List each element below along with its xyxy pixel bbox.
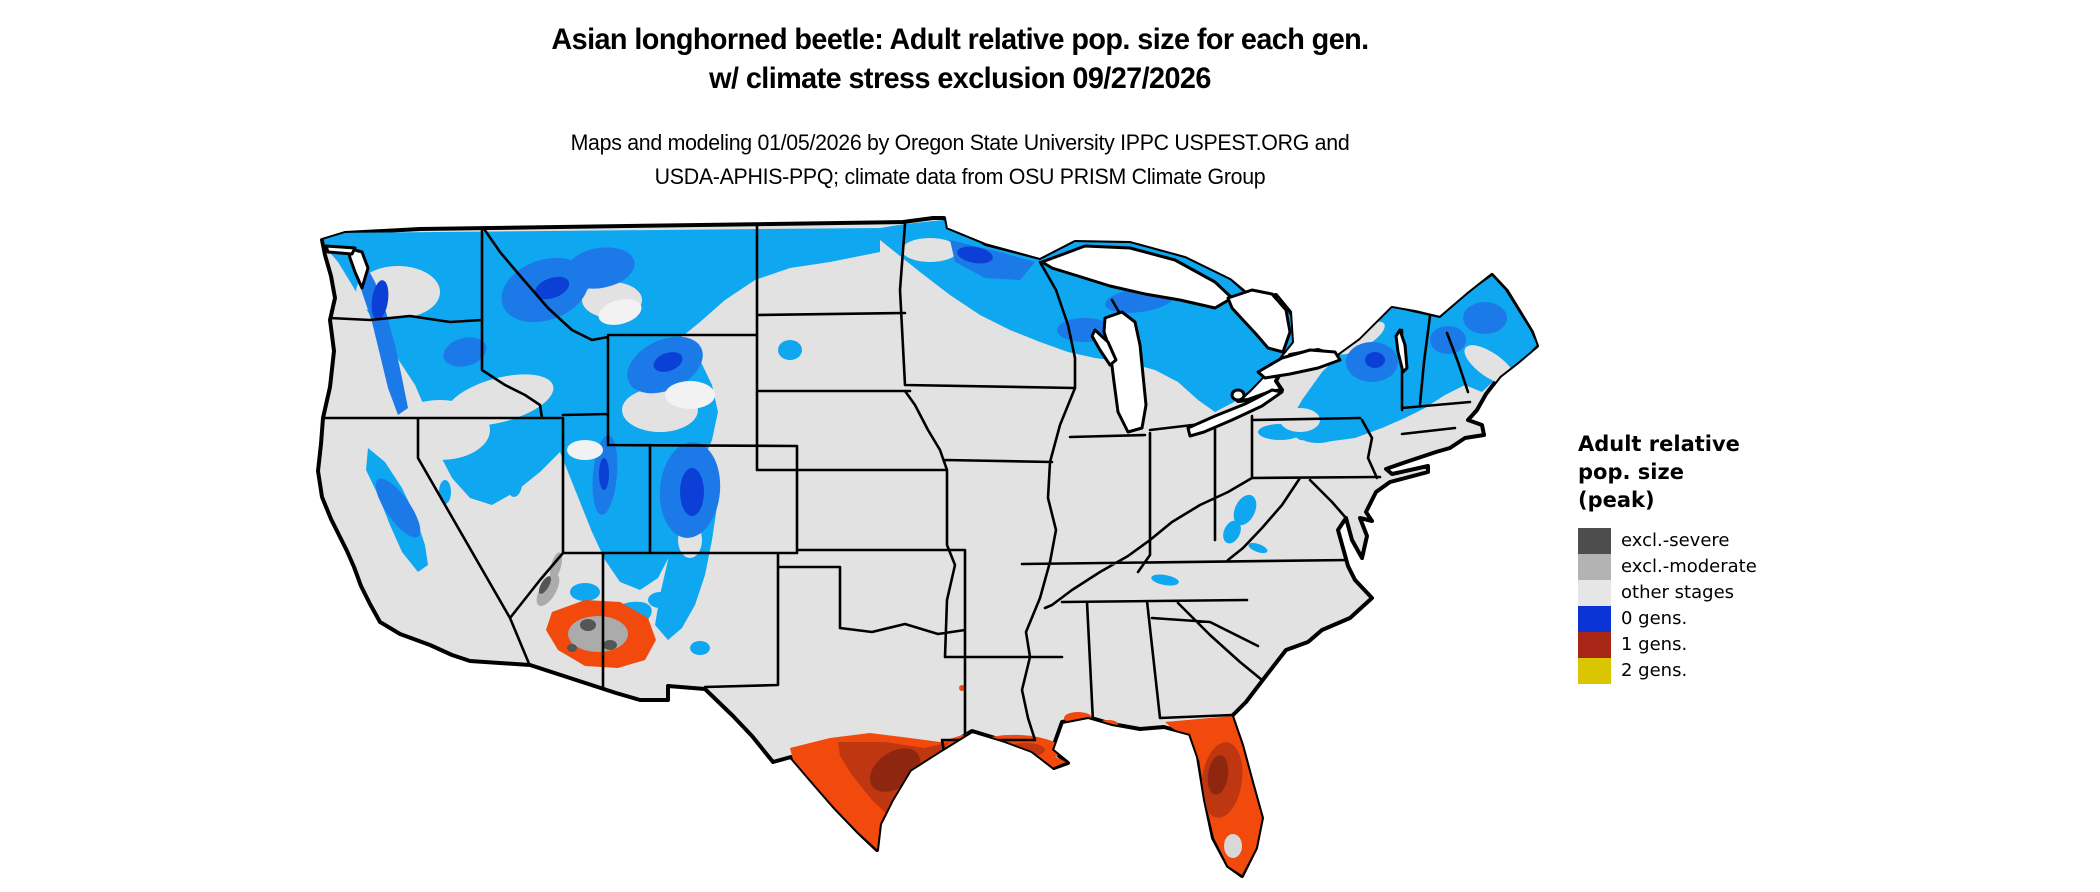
figure-subtitle-line2: USDA-APHIS-PPQ; climate data from OSU PR… <box>654 164 1266 189</box>
green-bay <box>1090 328 1118 367</box>
figure-subtitle: Maps and modeling 01/05/2026 by Oregon S… <box>330 126 1590 194</box>
legend-title-line2: pop. size <box>1578 460 1684 484</box>
region-0gens-deep <box>371 246 1385 516</box>
legend-item: excl.-moderate <box>1578 554 1838 580</box>
legend-swatch-2-gens <box>1578 658 1611 684</box>
legend-swatch-other-stages <box>1578 580 1611 606</box>
figure-title-line2: w/ climate stress exclusion 09/27/2026 <box>709 62 1211 95</box>
puget-sound <box>346 246 370 290</box>
figure-title: Asian longhorned beetle: Adult relative … <box>330 20 1590 98</box>
figure-subtitle-line1: Maps and modeling 01/05/2026 by Oregon S… <box>570 130 1350 155</box>
legend-label: excl.-severe <box>1621 530 1730 551</box>
legend-items: excl.-severe excl.-moderate other stages… <box>1578 528 1838 684</box>
legend-item: 1 gens. <box>1578 632 1838 658</box>
legend-swatch-1-gens <box>1578 632 1611 658</box>
legend-swatch-excl-moderate <box>1578 554 1611 580</box>
strait-juan-de-fuca <box>324 244 357 256</box>
legend-swatch-0-gens <box>1578 606 1611 632</box>
legend-title-line1: Adult relative <box>1578 432 1740 456</box>
legend-label: 2 gens. <box>1621 660 1688 681</box>
lake-superior <box>1040 244 1234 310</box>
lake-ontario <box>1256 348 1342 380</box>
lake-champlain <box>1394 328 1409 374</box>
legend-label: excl.-moderate <box>1621 556 1757 577</box>
map-lakes <box>324 244 1409 438</box>
legend-item: other stages <box>1578 580 1838 606</box>
lake-erie <box>1186 388 1284 438</box>
legend-label: 0 gens. <box>1621 608 1688 629</box>
figure-title-line1: Asian longhorned beetle: Adult relative … <box>551 23 1369 56</box>
legend-title: Adult relative pop. size (peak) <box>1578 430 1838 514</box>
region-exclusion-gray <box>536 552 628 652</box>
legend-label: 1 gens. <box>1621 634 1688 655</box>
lake-st-clair <box>1230 388 1246 402</box>
legend-item: 0 gens. <box>1578 606 1838 632</box>
legend-swatch-excl-severe <box>1578 528 1611 554</box>
legend: Adult relative pop. size (peak) excl.-se… <box>1578 430 1838 684</box>
region-low-intensity <box>567 299 715 460</box>
legend-item: 2 gens. <box>1578 658 1838 684</box>
legend-item: excl.-severe <box>1578 528 1838 554</box>
legend-label: other stages <box>1621 582 1735 603</box>
legend-title-line3: (peak) <box>1578 488 1655 512</box>
lake-huron <box>1226 288 1292 354</box>
